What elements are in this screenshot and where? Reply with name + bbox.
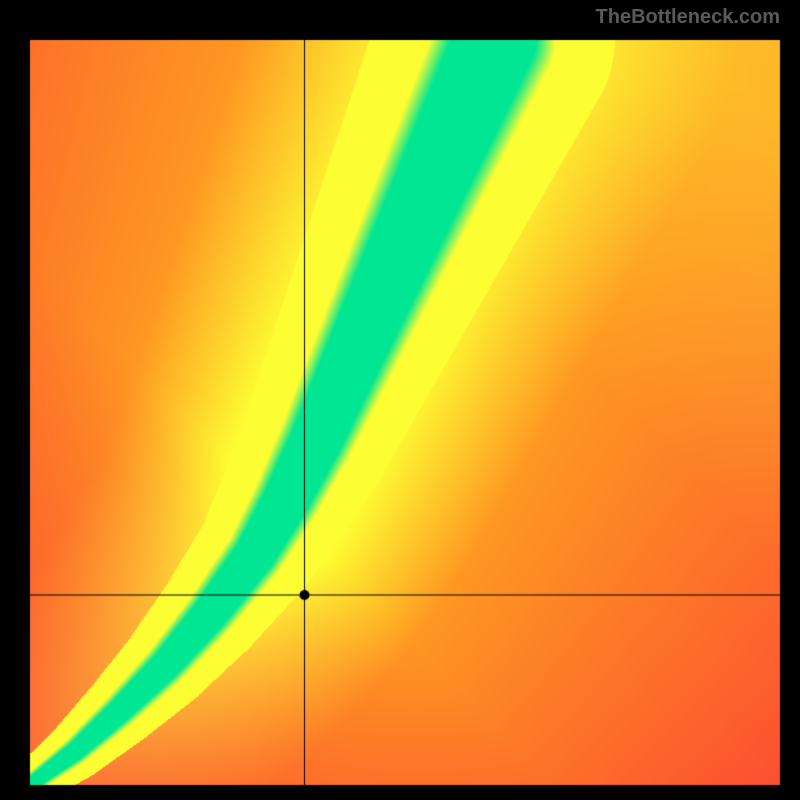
- attribution-text: TheBottleneck.com: [596, 6, 780, 29]
- bottleneck-heatmap: [0, 0, 800, 800]
- chart-container: TheBottleneck.com: [0, 0, 800, 800]
